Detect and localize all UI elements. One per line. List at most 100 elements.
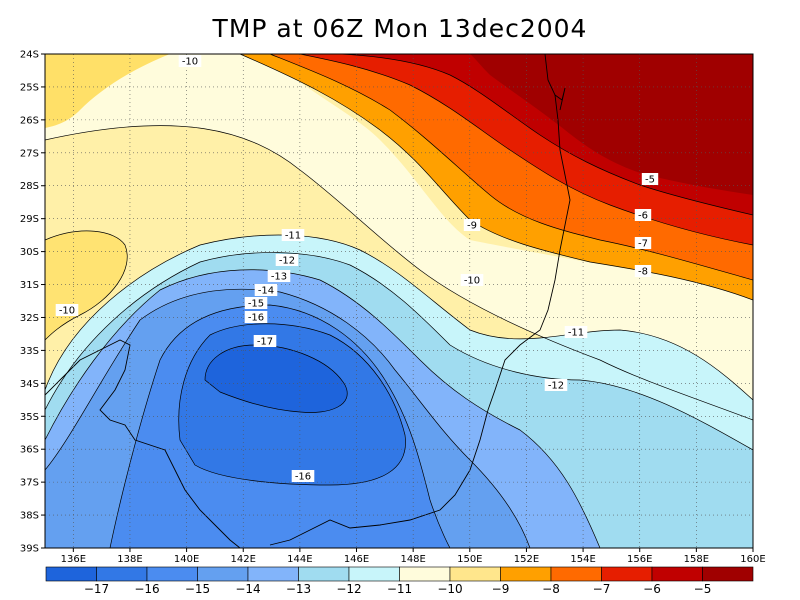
contour-label-bg — [253, 335, 277, 347]
coastline — [45, 54, 571, 548]
lon-tick-label: 158E — [684, 554, 709, 565]
map-title: TMP at 06Z Mon 13dec2004 — [212, 14, 588, 43]
colorbar-label: −14 — [235, 582, 260, 596]
lat-tick-label: 31S — [20, 280, 39, 291]
contour-label: -14 — [258, 286, 274, 297]
contour-label-bg — [634, 237, 652, 249]
contour-labels: -10 -5 -6 -7 -8 -9 -10 -11 -12 -13 -14 -15 -16 -17 -10… — [55, 55, 659, 483]
lat-tick-label: 29S — [20, 214, 39, 225]
colorbar-swatch — [651, 566, 703, 582]
colorbar-swatch — [298, 566, 350, 582]
colorbar-label: −10 — [437, 582, 462, 596]
contour-label-bg — [634, 265, 652, 277]
contour-label-bg — [634, 209, 652, 221]
contour-label-bg — [178, 55, 202, 67]
colorbar-label: −6 — [643, 582, 661, 596]
lon-tick-label: 154E — [570, 554, 595, 565]
contour-label: -8 — [638, 267, 648, 278]
contour-label: -12 — [279, 256, 295, 267]
lon-tick-label: 136E — [61, 554, 86, 565]
plot-frame — [44, 53, 754, 549]
colorbar-swatch — [197, 566, 249, 582]
contour-label: -11 — [285, 231, 301, 242]
colorbar-label: −8 — [542, 582, 560, 596]
lon-tick-label: 160E — [740, 554, 765, 565]
lat-tick-label: 37S — [20, 478, 39, 489]
lat-tick-label: 27S — [20, 148, 39, 159]
contour-label-bg — [254, 284, 278, 296]
lon-tick-label: 152E — [514, 554, 539, 565]
contour-label-bg — [267, 270, 291, 282]
lat-tick-label: 26S — [20, 115, 39, 126]
lat-tick-label: 28S — [20, 181, 39, 192]
colorbar-swatch — [348, 566, 400, 582]
contour-label-bg — [460, 274, 484, 286]
colorbar-label: −7 — [593, 582, 611, 596]
colorbar-swatch — [702, 566, 754, 582]
colorbar-swatch — [96, 566, 148, 582]
contour-label: -17 — [257, 337, 273, 348]
colorbar: −17 −16 −15 −14 −13 −12 −11 −10 −9 −8 −7 −6 −5 — [45, 566, 754, 596]
colorbar-swatch — [146, 566, 198, 582]
contour-label: -7 — [638, 239, 648, 250]
contour-label: -13 — [271, 272, 287, 283]
contour-label: -10 — [464, 276, 480, 287]
colorbar-swatch — [45, 566, 97, 582]
colorbar-label: −17 — [84, 582, 109, 596]
contour-label-bg — [291, 470, 315, 482]
lat-tick-label: 36S — [20, 445, 39, 456]
contour-label: -15 — [248, 299, 264, 310]
lat-tick-label: 25S — [20, 82, 39, 93]
filled-contours — [45, 54, 753, 548]
lon-tick-label: 148E — [400, 554, 425, 565]
lat-tick-label: 33S — [20, 346, 39, 357]
contour-label-bg — [564, 326, 588, 338]
lon-tick-label: 138E — [117, 554, 142, 565]
longitude-ticks: 136E 138E 140E 142E 144E 146E 148E 150E 152E 154E… — [61, 548, 766, 565]
colorbar-label: −15 — [185, 582, 210, 596]
lat-tick-label: 32S — [20, 313, 39, 324]
contour-label: -9 — [467, 221, 477, 232]
colorbar-label: −16 — [134, 582, 159, 596]
contour-label-bg — [641, 173, 659, 185]
colorbar-label: −9 — [492, 582, 510, 596]
colorbar-swatch — [550, 566, 602, 582]
contour-label: -16 — [248, 313, 264, 324]
contour-label-bg — [275, 254, 299, 266]
contour-label-bg — [463, 219, 481, 231]
lat-tick-label: 24S — [20, 50, 39, 61]
contour-label: -6 — [638, 211, 648, 222]
colorbar-label: −11 — [387, 582, 412, 596]
contour-label-bg — [55, 304, 79, 316]
colorbar-label: −13 — [286, 582, 311, 596]
contour-label-bg — [244, 311, 268, 323]
contour-label: -5 — [645, 175, 655, 186]
lon-tick-label: 146E — [344, 554, 369, 565]
lat-tick-label: 39S — [20, 544, 39, 555]
lon-tick-label: 140E — [174, 554, 199, 565]
lon-tick-label: 150E — [457, 554, 482, 565]
colorbar-swatch — [247, 566, 299, 582]
lat-tick-label: 30S — [20, 247, 39, 258]
lat-tick-label: 38S — [20, 511, 39, 522]
latitude-ticks: 24S 25S 26S 27S 28S 29S 30S 31S 32S 33S 34S 35S 36S 3… — [20, 50, 45, 555]
contour-label: -10 — [182, 57, 198, 68]
contour-label: -10 — [59, 306, 75, 317]
colorbar-swatch — [449, 566, 501, 582]
colorbar-label: −5 — [694, 582, 712, 596]
lon-tick-label: 144E — [287, 554, 312, 565]
contour-label-bg — [281, 229, 305, 241]
colorbar-label: −12 — [336, 582, 361, 596]
contour-label: -16 — [295, 472, 311, 483]
contour-label-bg — [544, 379, 568, 391]
contour-label-bg — [244, 297, 268, 309]
colorbar-swatch — [399, 566, 451, 582]
lon-tick-label: 142E — [231, 554, 256, 565]
lat-tick-label: 35S — [20, 412, 39, 423]
lon-tick-label: 156E — [627, 554, 652, 565]
contour-label: -12 — [548, 381, 564, 392]
colorbar-swatch — [500, 566, 552, 582]
contour-label: -11 — [568, 328, 584, 339]
colorbar-swatch — [601, 566, 653, 582]
